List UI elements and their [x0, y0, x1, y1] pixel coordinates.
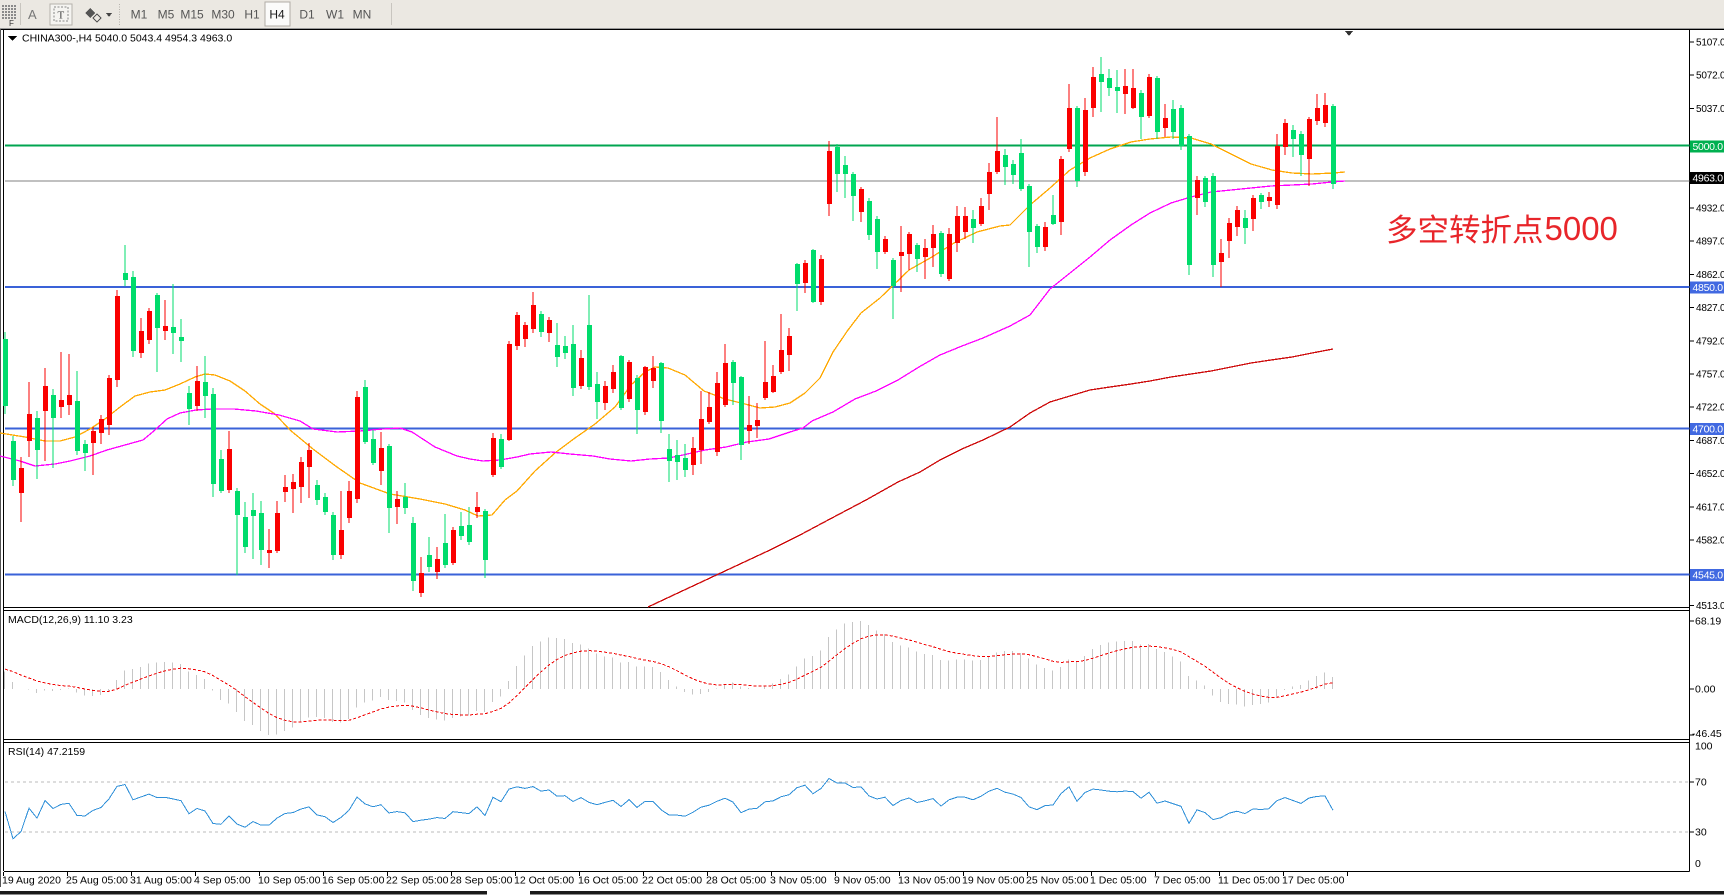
svg-text:M5: M5: [158, 8, 175, 22]
svg-text:25 Aug 05:00: 25 Aug 05:00: [66, 875, 128, 887]
svg-text:5000: 5000: [1545, 210, 1618, 247]
svg-text:MACD(12,26,9) 11.10 3.23: MACD(12,26,9) 11.10 3.23: [8, 614, 133, 626]
svg-text:19 Aug 2020: 19 Aug 2020: [2, 875, 61, 887]
svg-text:3 Nov 05:00: 3 Nov 05:00: [770, 875, 827, 887]
svg-text:4687.0: 4687.0: [1696, 436, 1724, 447]
svg-text:CHINA300-,H4 5040.0 5043.4 49: CHINA300-,H4 5040.0 5043.4 4954.3 4963.0: [22, 33, 232, 45]
svg-text:4700.0: 4700.0: [1693, 424, 1724, 436]
svg-text:9 Nov 05:00: 9 Nov 05:00: [834, 875, 891, 887]
svg-text:-46.45: -46.45: [1692, 728, 1722, 740]
svg-text:25 Nov 05:00: 25 Nov 05:00: [1026, 875, 1089, 887]
svg-text:4757.0: 4757.0: [1696, 370, 1724, 381]
svg-text:16 Oct 05:00: 16 Oct 05:00: [578, 875, 638, 887]
svg-text:4722.0: 4722.0: [1696, 403, 1724, 414]
svg-text:H4: H4: [269, 8, 285, 22]
svg-text:M30: M30: [211, 8, 235, 22]
svg-text:11 Dec 05:00: 11 Dec 05:00: [1218, 875, 1280, 887]
svg-text:7 Dec 05:00: 7 Dec 05:00: [1154, 875, 1211, 887]
svg-text:F: F: [9, 19, 14, 28]
svg-text:4513.0: 4513.0: [1696, 601, 1724, 612]
svg-text:M1: M1: [131, 8, 148, 22]
svg-text:4932.0: 4932.0: [1696, 204, 1724, 215]
svg-text:A: A: [28, 7, 37, 22]
svg-text:4862.0: 4862.0: [1696, 270, 1724, 281]
svg-text:4582.0: 4582.0: [1696, 536, 1724, 547]
svg-text:4850.0: 4850.0: [1693, 282, 1724, 294]
svg-text:0: 0: [1695, 858, 1701, 870]
svg-text:28 Sep 05:00: 28 Sep 05:00: [450, 875, 513, 887]
svg-text:5037.0: 5037.0: [1696, 104, 1724, 115]
svg-text:RSI(14) 47.2159: RSI(14) 47.2159: [8, 746, 85, 758]
svg-text:5107.0: 5107.0: [1696, 38, 1724, 49]
svg-text:0.00: 0.00: [1695, 684, 1716, 696]
svg-text:4545.0: 4545.0: [1693, 570, 1724, 582]
svg-text:D1: D1: [299, 8, 315, 22]
svg-text:13 Nov 05:00: 13 Nov 05:00: [898, 875, 961, 887]
svg-text:17 Dec 05:00: 17 Dec 05:00: [1282, 875, 1345, 887]
svg-text:19 Nov 05:00: 19 Nov 05:00: [962, 875, 1025, 887]
svg-text:22 Oct 05:00: 22 Oct 05:00: [642, 875, 702, 887]
svg-text:4963.0: 4963.0: [1693, 173, 1724, 185]
svg-text:4617.0: 4617.0: [1696, 502, 1724, 513]
svg-text:MN: MN: [353, 8, 372, 22]
svg-text:4652.0: 4652.0: [1696, 469, 1724, 480]
svg-text:16 Sep 05:00: 16 Sep 05:00: [322, 875, 385, 887]
svg-text:5000.0: 5000.0: [1693, 141, 1724, 153]
svg-text:30: 30: [1695, 827, 1707, 839]
svg-text:22 Sep 05:00: 22 Sep 05:00: [386, 875, 449, 887]
svg-text:12 Oct 05:00: 12 Oct 05:00: [514, 875, 574, 887]
svg-text:W1: W1: [326, 8, 344, 22]
svg-text:5072.0: 5072.0: [1696, 71, 1724, 82]
svg-text:10 Sep 05:00: 10 Sep 05:00: [258, 875, 321, 887]
svg-text:31 Aug 05:00: 31 Aug 05:00: [130, 875, 192, 887]
svg-text:4827.0: 4827.0: [1696, 303, 1724, 314]
svg-text:100: 100: [1695, 741, 1713, 753]
svg-text:68.19: 68.19: [1695, 616, 1721, 628]
svg-text:70: 70: [1695, 777, 1707, 789]
svg-text:1 Dec 05:00: 1 Dec 05:00: [1090, 875, 1147, 887]
svg-text:T: T: [58, 10, 65, 22]
svg-text:4 Sep 05:00: 4 Sep 05:00: [194, 875, 251, 887]
svg-text:M15: M15: [180, 8, 204, 22]
svg-text:4792.0: 4792.0: [1696, 336, 1724, 347]
svg-text:28 Oct 05:00: 28 Oct 05:00: [706, 875, 766, 887]
svg-text:4897.0: 4897.0: [1696, 237, 1724, 248]
svg-text:H1: H1: [244, 8, 260, 22]
